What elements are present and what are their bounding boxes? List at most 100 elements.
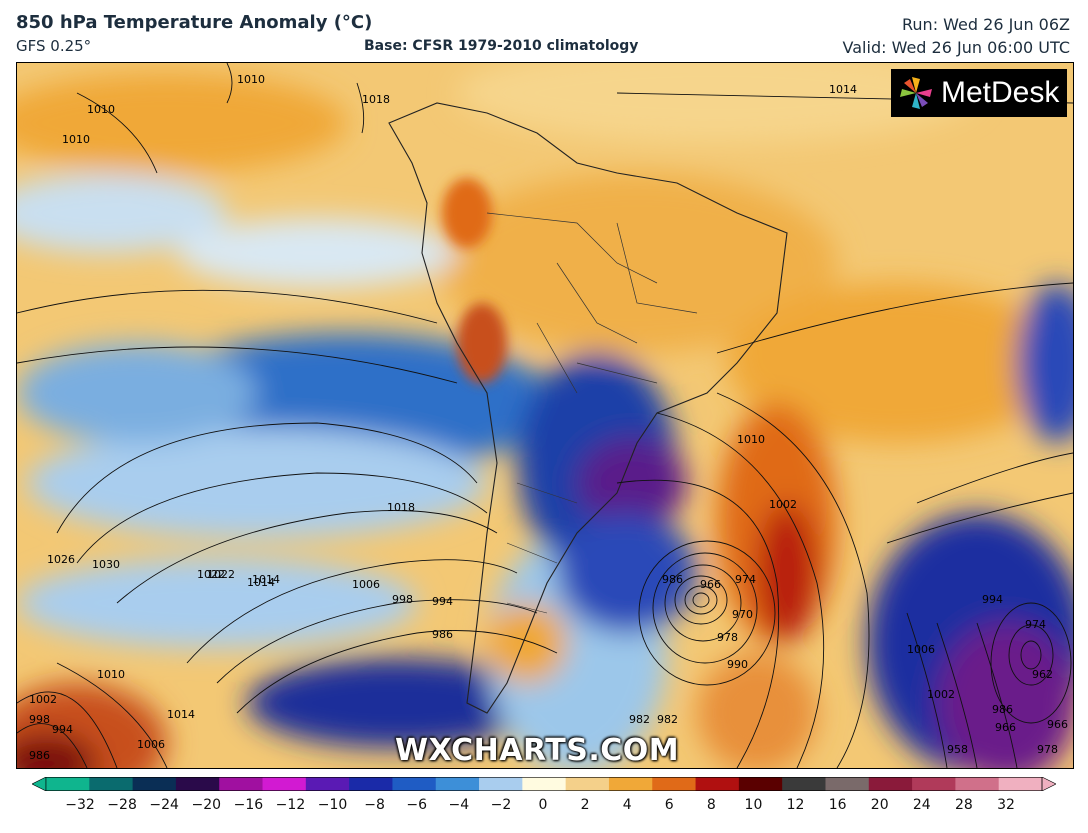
colorbar-tick-label: 32 xyxy=(997,797,1015,813)
colorbar-min-arrow xyxy=(32,777,47,791)
colorbar-segment xyxy=(435,777,480,791)
isobar-label: 962 xyxy=(1032,668,1053,681)
metdesk-logo: MetDesk xyxy=(891,69,1067,117)
colorbar xyxy=(32,777,1056,791)
isobar-label: 994 xyxy=(52,723,73,736)
model-label: GFS 0.25° xyxy=(16,37,92,55)
colorbar-tick-label: −20 xyxy=(191,797,222,813)
colorbar-segment xyxy=(738,777,783,791)
isobar-label: 1002 xyxy=(769,498,797,511)
colorbar-tick-label: −10 xyxy=(317,797,348,813)
isobar-label: 1010 xyxy=(737,433,765,446)
isobar-label: 1014 xyxy=(252,573,280,586)
colorbar-tick-label: −28 xyxy=(107,797,137,813)
continent-outline xyxy=(388,102,788,714)
colorbar-segment xyxy=(652,777,697,791)
isobar-label: 1006 xyxy=(352,578,380,591)
isobar-label: 986 xyxy=(662,573,683,586)
isobar-label: 1010 xyxy=(237,73,265,86)
colorbar-max-arrow xyxy=(1041,777,1056,791)
colorbar-tick-label: −12 xyxy=(275,797,306,813)
colorbar-tick-label: 10 xyxy=(744,797,763,813)
isobar-label: 974 xyxy=(1025,618,1046,631)
isobar-label: 1006 xyxy=(137,738,165,751)
isobar-label: 1018 xyxy=(387,501,415,514)
colorbar-tick-label: 2 xyxy=(580,797,590,813)
colorbar-tick-label: 28 xyxy=(954,797,973,813)
colorbar-segment xyxy=(565,777,610,791)
colorbar-segment xyxy=(219,777,264,791)
colorbar-segment xyxy=(522,777,567,791)
colorbar-segment xyxy=(305,777,350,791)
isobar-label: 998 xyxy=(392,593,413,606)
colorbar-segment xyxy=(349,777,393,791)
isobar-label: 982 xyxy=(629,713,650,726)
isobar-label: 1010 xyxy=(87,103,115,116)
isobar-label: 1022 xyxy=(197,568,225,581)
isobar-label: 1014 xyxy=(247,576,275,589)
isobar-label: 958 xyxy=(947,743,968,756)
isobar-label: 986 xyxy=(992,703,1013,716)
isobar-label: 970 xyxy=(732,608,753,621)
colorbar-segment xyxy=(825,777,870,791)
colorbar-tick-label: 8 xyxy=(706,797,716,813)
colorbar-tick-label: −6 xyxy=(406,797,428,813)
isobar-label: 966 xyxy=(995,721,1016,734)
colorbar-segment xyxy=(392,777,437,791)
metdesk-pinwheel-icon xyxy=(900,77,932,109)
colorbar-segment xyxy=(46,777,90,791)
colorbar-segment xyxy=(912,777,956,791)
isobar-label: 1002 xyxy=(927,688,955,701)
isobar-label: 1030 xyxy=(92,558,120,571)
colorbar-tick-label: 4 xyxy=(622,797,632,813)
colorbar-tick-label: −4 xyxy=(448,797,470,813)
isobar-label: 974 xyxy=(735,573,756,586)
isobar-label: 966 xyxy=(1047,718,1068,731)
isobar-label: 1014 xyxy=(167,708,195,721)
colorbar-segment xyxy=(782,777,826,791)
isobar-label: 1010 xyxy=(97,668,125,681)
colorbar-tick-label: −16 xyxy=(233,797,264,813)
colorbar-segment xyxy=(89,777,134,791)
isobar-label: 978 xyxy=(1037,743,1058,756)
isobar-label: 1018 xyxy=(362,93,390,106)
colorbar-segment xyxy=(955,777,1000,791)
isobar-label: 1022 xyxy=(207,568,235,581)
colorbar-tick-label: −2 xyxy=(490,797,512,813)
colorbar-tick-label: 12 xyxy=(786,797,805,813)
isobar-label: 994 xyxy=(982,593,1003,606)
metdesk-logo-text: MetDesk xyxy=(941,76,1060,109)
colorbar-tick-labels: −32 −28 −24 −20 −16 −12 −10 −8 −6 −4 −2 0 2 4 6 8 10 12 16… xyxy=(0,797,1088,817)
isobar-label: 966 xyxy=(700,578,721,591)
isobar-label: 1014 xyxy=(829,83,857,96)
colorbar-segment xyxy=(998,777,1043,791)
colorbar-tick-label: −8 xyxy=(364,797,385,813)
weather-map[interactable]: 1014 1010 1010 1010 1018 1010 1002 1022 1014 1018… xyxy=(16,62,1074,769)
isobar-label: 1010 xyxy=(62,133,90,146)
isobar-label: 978 xyxy=(717,631,738,644)
isobar-label: 982 xyxy=(657,713,678,726)
colorbar-segment xyxy=(175,777,220,791)
colorbar-tick-label: 16 xyxy=(828,797,847,813)
colorbar-segment xyxy=(608,777,653,791)
isobar-label: 998 xyxy=(29,713,50,726)
chart-title: 850 hPa Temperature Anomaly (°C) xyxy=(16,12,373,33)
valid-time-label: Valid: Wed 26 Jun 06:00 UTC xyxy=(842,38,1070,57)
colorbar-segment xyxy=(868,777,913,791)
colorbar-tick-label: −24 xyxy=(149,797,179,813)
isobar-label: 1002 xyxy=(29,693,57,706)
isobar-label: 986 xyxy=(29,749,50,762)
colorbar-tick-label: 0 xyxy=(538,797,548,813)
climatology-base-label: Base: CFSR 1979-2010 climatology xyxy=(364,38,639,54)
colorbar-tick-label: 20 xyxy=(870,797,889,813)
isobar-label: 994 xyxy=(432,595,453,608)
colorbar-segment xyxy=(132,777,177,791)
colorbar-segment xyxy=(479,777,523,791)
run-time-label: Run: Wed 26 Jun 06Z xyxy=(902,15,1070,34)
colorbar-tick-label: 6 xyxy=(664,797,674,813)
colorbar-tick-label: 24 xyxy=(912,797,931,813)
colorbar-segment xyxy=(695,777,740,791)
wxcharts-watermark: WXCHARTS.COM xyxy=(395,733,680,768)
isobar-label: 1006 xyxy=(907,643,935,656)
colorbar-segment xyxy=(262,777,307,791)
